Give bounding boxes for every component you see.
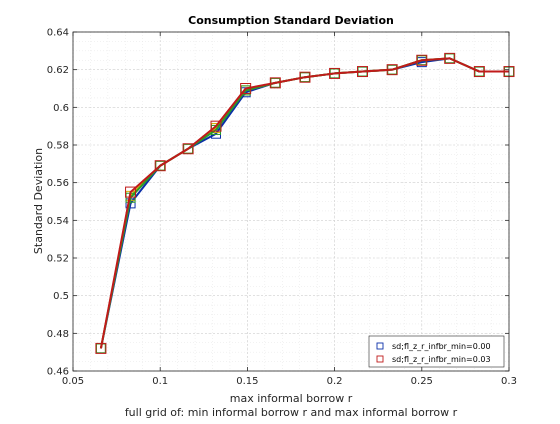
x-axis-label: max informal borrow r <box>230 392 353 405</box>
chart-title: Consumption Standard Deviation <box>188 14 394 27</box>
data-point <box>386 64 398 76</box>
legend-label: sd;fl_z_r_infbr_min=0.03 <box>392 355 491 364</box>
legend-box <box>368 335 505 368</box>
data-point <box>240 83 252 94</box>
series-3 <box>95 52 515 354</box>
y-tick-label: 0.64 <box>47 28 69 39</box>
data-point <box>473 66 485 78</box>
y-tick-label: 0.58 <box>47 141 69 152</box>
series-line <box>99 57 509 349</box>
y-tick-label: 0.48 <box>47 329 69 340</box>
y-tick-label: 0.62 <box>47 65 69 76</box>
y-axis-label: Standard Deviation <box>32 148 45 254</box>
x-tick-label: 0.05 <box>62 376 84 387</box>
data-point <box>182 143 194 155</box>
y-tick-label: 0.46 <box>47 367 69 378</box>
data-point <box>210 120 222 132</box>
legend-label: sd;fl_z_r_infbr_min=0.00 <box>392 342 491 351</box>
data-point <box>329 67 341 79</box>
data-point <box>299 71 311 83</box>
x-tick-label: 0.1 <box>152 376 168 387</box>
plot-area <box>73 32 509 371</box>
series-layer <box>95 52 515 354</box>
data-point <box>416 54 428 66</box>
data-point <box>125 186 137 198</box>
data-point <box>95 342 107 354</box>
data-point <box>269 77 281 89</box>
legend: sd;fl_z_r_infbr_min=0.00 sd;fl_z_r_infbr_… <box>368 335 505 368</box>
y-tick-label: 0.56 <box>47 178 69 189</box>
plot-frame <box>72 31 510 372</box>
y-tick-label: 0.54 <box>47 216 69 227</box>
x-axis-label-secondary: full grid of: min informal borrow r and … <box>125 406 458 419</box>
data-point <box>444 52 456 64</box>
tick-layer: 0.05 0.1 0.15 0.2 0.25 0.3 0.46 0.48 0.5 0.52 0.54… <box>47 28 517 388</box>
legend-marker <box>376 355 384 363</box>
y-tick-label: 0.52 <box>47 254 69 265</box>
data-point <box>154 160 166 172</box>
x-tick-label: 0.3 <box>501 376 517 387</box>
data-point <box>357 66 369 78</box>
x-tick-label: 0.25 <box>411 376 433 387</box>
y-tick-label: 0.6 <box>53 103 69 114</box>
legend-marker <box>376 342 384 350</box>
legend-entries: sd;fl_z_r_infbr_min=0.00 sd;fl_z_r_infbr_… <box>376 342 491 364</box>
x-tick-label: 0.15 <box>236 376 258 387</box>
y-tick-label: 0.5 <box>53 291 69 302</box>
x-tick-label: 0.2 <box>327 376 343 387</box>
